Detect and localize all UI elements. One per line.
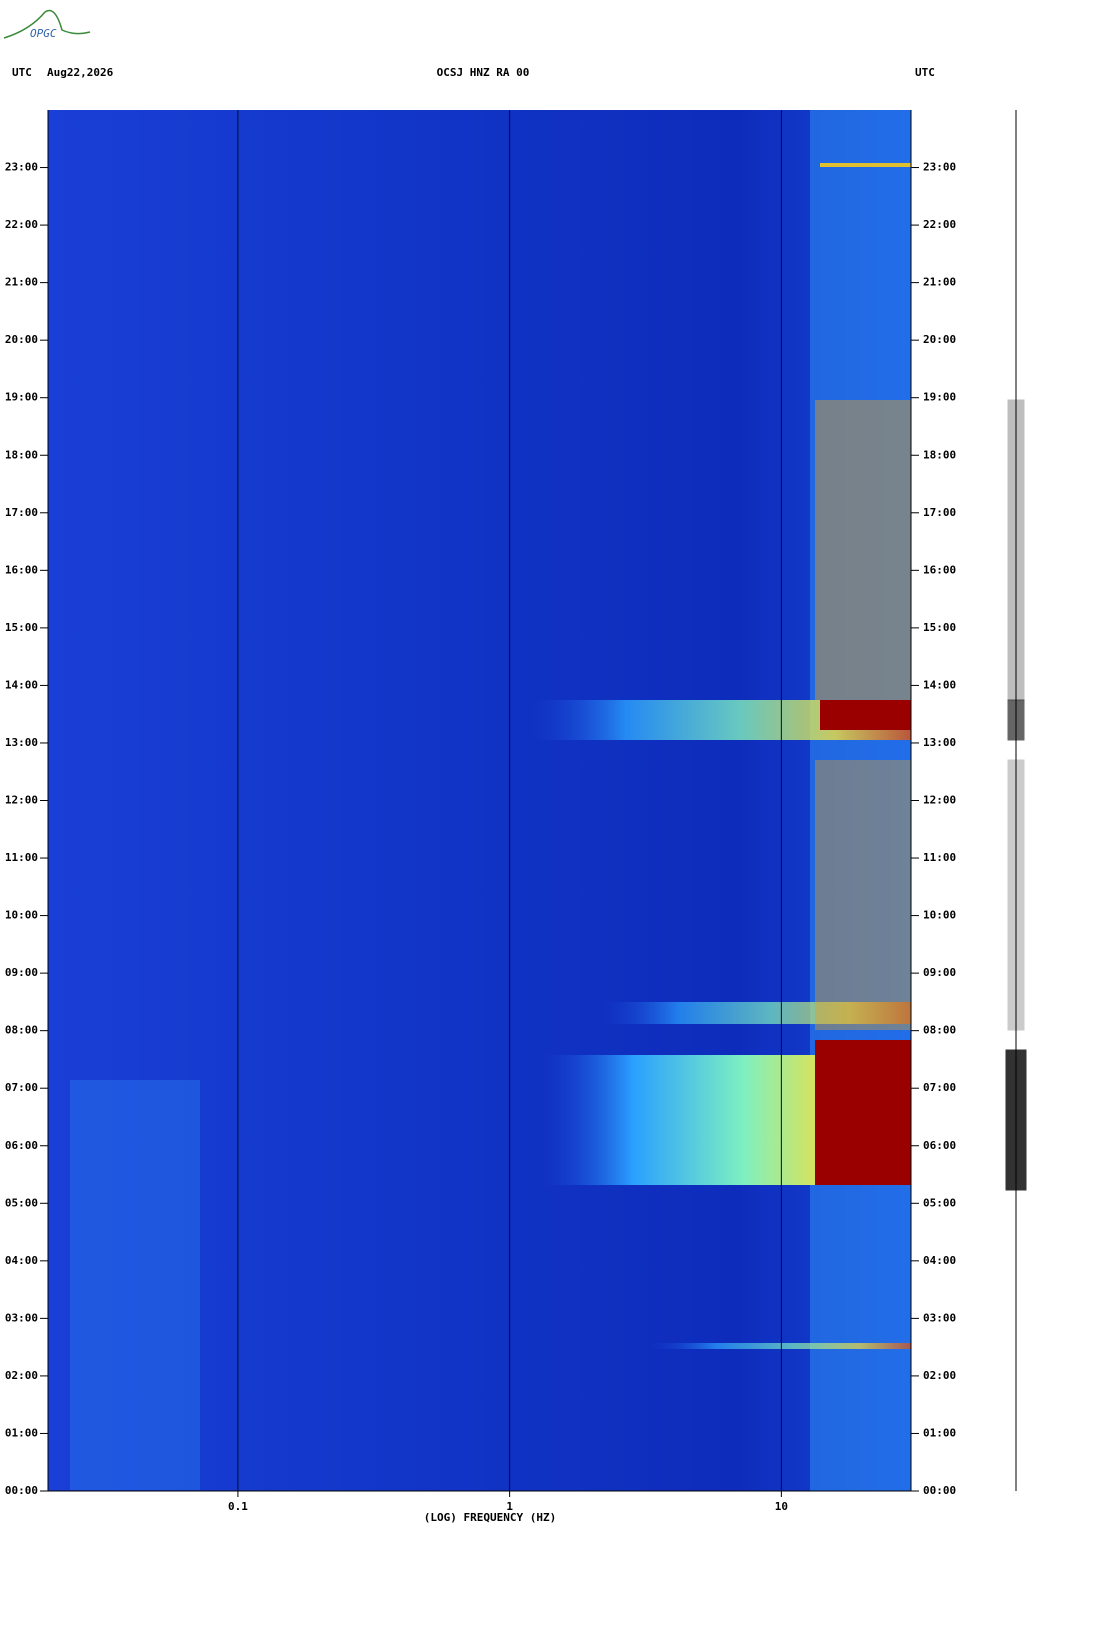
x-tick-label: 10 <box>775 1500 788 1513</box>
y-tick-label-right: 14:00 <box>923 678 956 691</box>
y-tick-label-right: 23:00 <box>923 161 956 174</box>
chart-title: OCSJ HNZ RA 00 <box>437 66 530 79</box>
y-tick-label-right: 12:00 <box>923 794 956 807</box>
y-tick-label-right: 01:00 <box>923 1426 956 1439</box>
y-tick-label-right: 02:00 <box>923 1369 956 1382</box>
y-tick-label-left: 05:00 <box>5 1196 38 1209</box>
y-tick-label-right: 19:00 <box>923 391 956 404</box>
logo-mark <box>3 9 91 39</box>
x-tick-label: 0.1 <box>228 1500 248 1513</box>
y-tick-label-left: 03:00 <box>5 1311 38 1324</box>
seismogram <box>1005 110 1027 1491</box>
y-tick-label-left: 06:00 <box>5 1139 38 1152</box>
y-tick-label-right: 03:00 <box>923 1311 956 1324</box>
logo: OPGC <box>30 27 57 40</box>
x-tick-label: 1 <box>506 1500 513 1513</box>
y-tick-label-right: 17:00 <box>923 506 956 519</box>
y-tick-label-left: 23:00 <box>5 161 38 174</box>
y-tick-label-right: 08:00 <box>923 1024 956 1037</box>
y-tick-label-right: 21:00 <box>923 276 956 289</box>
y-tick-label-right: 22:00 <box>923 218 956 231</box>
y-tick-label-left: 19:00 <box>5 391 38 404</box>
y-tick-label-right: 18:00 <box>923 448 956 461</box>
y-tick-label-left: 14:00 <box>5 678 38 691</box>
y-tick-label-left: 08:00 <box>5 1024 38 1037</box>
y-tick-label-left: 11:00 <box>5 851 38 864</box>
y-tick-label-left: 01:00 <box>5 1426 38 1439</box>
y-tick-label-right: 04:00 <box>923 1254 956 1267</box>
y-tick-label-left: 18:00 <box>5 448 38 461</box>
y-tick-label-right: 16:00 <box>923 563 956 576</box>
y-tick-label-left: 21:00 <box>5 276 38 289</box>
y-tick-label-left: 07:00 <box>5 1081 38 1094</box>
y-tick-label-left: 22:00 <box>5 218 38 231</box>
y-tick-label-right: 20:00 <box>923 333 956 346</box>
date: Aug22,2026 <box>47 66 114 79</box>
y-tick-label-left: 04:00 <box>5 1254 38 1267</box>
y-tick-label-left: 02:00 <box>5 1369 38 1382</box>
y-tick-label-right: 11:00 <box>923 851 956 864</box>
y-tick-label-right: 00:00 <box>923 1484 956 1497</box>
spectrogram <box>48 110 911 1491</box>
y-tick-label-left: 00:00 <box>5 1484 38 1497</box>
timezone-left: UTC <box>12 66 32 79</box>
y-tick-label-left: 16:00 <box>5 563 38 576</box>
y-tick-label-right: 15:00 <box>923 621 956 634</box>
y-tick-label-left: 17:00 <box>5 506 38 519</box>
y-tick-label-right: 05:00 <box>923 1196 956 1209</box>
y-tick-label-left: 15:00 <box>5 621 38 634</box>
y-tick-label-left: 20:00 <box>5 333 38 346</box>
y-tick-label-right: 09:00 <box>923 966 956 979</box>
y-tick-label-left: 13:00 <box>5 736 38 749</box>
y-tick-label-right: 10:00 <box>923 909 956 922</box>
timezone-right: UTC <box>915 66 935 79</box>
y-tick-label-right: 06:00 <box>923 1139 956 1152</box>
y-tick-label-left: 10:00 <box>5 909 38 922</box>
y-tick-label-right: 07:00 <box>923 1081 956 1094</box>
y-tick-label-left: 09:00 <box>5 966 38 979</box>
y-tick-label-left: 12:00 <box>5 794 38 807</box>
y-tick-label-right: 13:00 <box>923 736 956 749</box>
x-axis-label: (LOG) FREQUENCY (HZ) <box>424 1511 556 1524</box>
